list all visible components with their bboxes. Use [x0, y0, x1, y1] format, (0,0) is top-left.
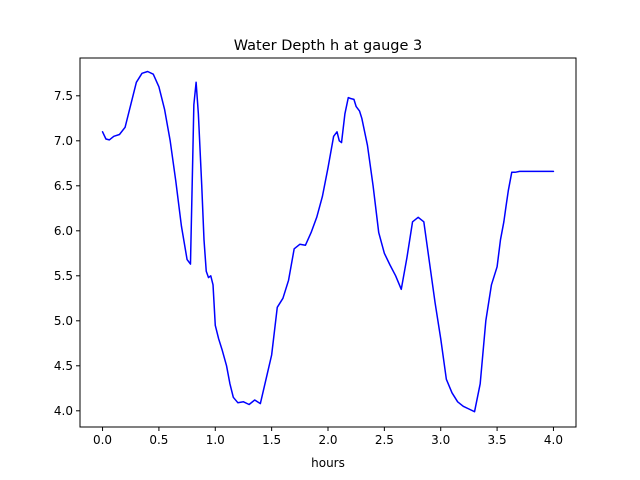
x-tick-label: 0.0 — [93, 433, 112, 447]
x-tick-label: 2.0 — [318, 433, 337, 447]
x-tick-label: 3.5 — [488, 433, 507, 447]
x-axis-ticks: 0.0 0.5 1.0 1.5 2.0 2.5 3.0 3.5 4.0 — [93, 427, 563, 447]
x-axis-label: hours — [311, 456, 345, 470]
y-tick-label: 4.0 — [54, 404, 73, 418]
plot-area-frame — [79, 57, 577, 428]
series-line-0 — [101, 70, 555, 413]
y-tick-label: 5.0 — [54, 314, 73, 328]
series-layer — [101, 70, 555, 413]
chart-title: Water Depth h at gauge 3 — [234, 38, 422, 54]
x-tick-label: 0.5 — [149, 433, 168, 447]
x-tick-label: 2.5 — [375, 433, 394, 447]
y-tick-label: 5.5 — [54, 269, 73, 283]
x-tick-label: 3.0 — [431, 433, 450, 447]
x-tick-label: 4.0 — [544, 433, 563, 447]
y-tick-label: 7.5 — [54, 89, 73, 103]
y-axis-ticks: 4.0 4.5 5.0 5.5 6.0 6.5 7.0 7.5 — [54, 89, 80, 418]
y-tick-label: 7.0 — [54, 134, 73, 148]
x-tick-label: 1.5 — [262, 433, 281, 447]
y-tick-label: 6.5 — [54, 179, 73, 193]
y-tick-label: 4.5 — [54, 359, 73, 373]
x-tick-label: 1.0 — [206, 433, 225, 447]
y-tick-label: 6.0 — [54, 224, 73, 238]
